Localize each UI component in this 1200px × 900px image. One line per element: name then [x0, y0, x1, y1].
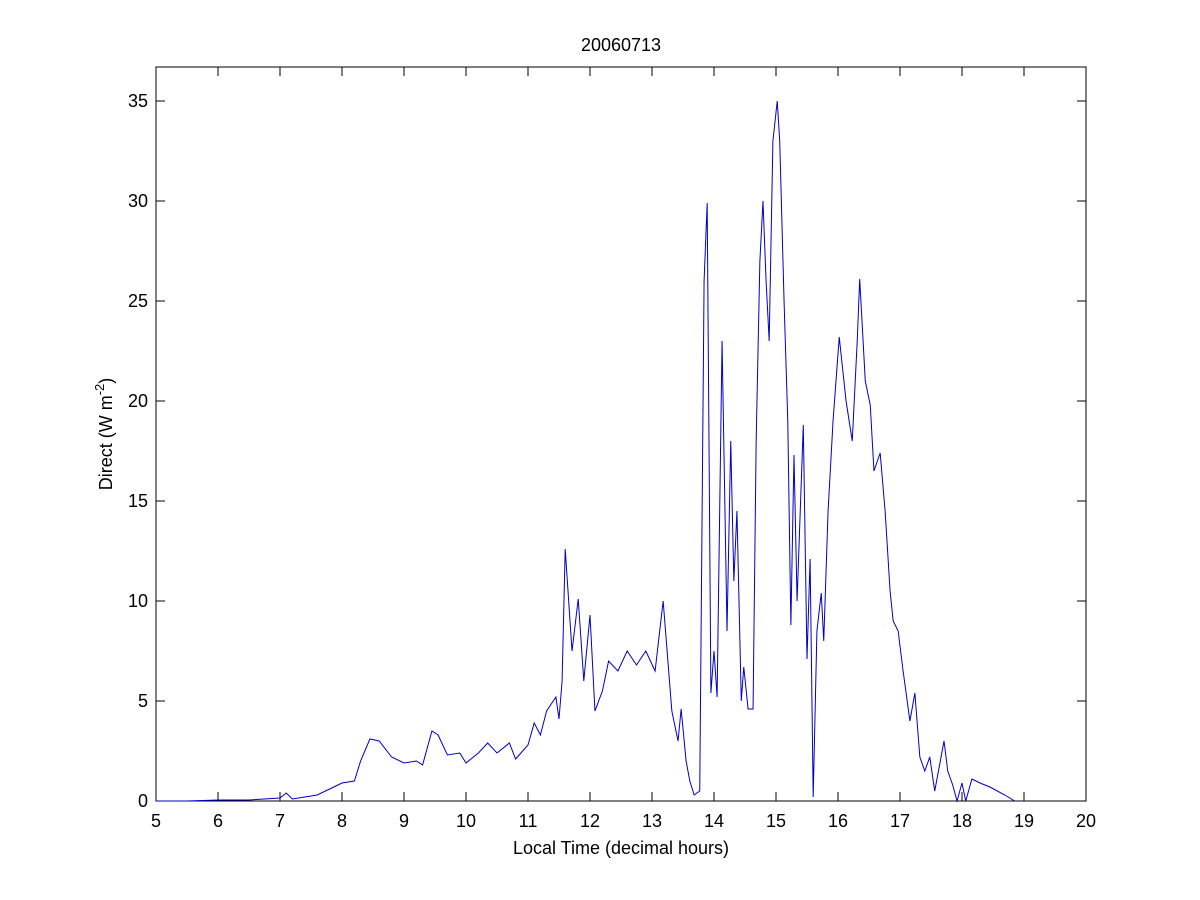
data-line: [156, 100, 1015, 803]
y-tick-label: 20: [128, 391, 148, 411]
x-tick-label: 18: [952, 811, 972, 831]
x-axis-label: Local Time (decimal hours): [513, 838, 729, 858]
x-tick-label: 17: [890, 811, 910, 831]
x-tick-label: 15: [766, 811, 786, 831]
y-tick-label: 25: [128, 291, 148, 311]
x-tick-label: 11: [519, 811, 538, 831]
x-tick-label: 6: [213, 811, 223, 831]
x-tick-label: 8: [337, 811, 347, 831]
y-tick-label: 30: [128, 191, 148, 211]
x-tick-label: 13: [642, 811, 662, 831]
y-tick-label: 5: [138, 691, 148, 711]
y-label-suffix: ): [96, 378, 116, 384]
x-tick-label: 20: [1076, 811, 1096, 831]
x-tick-label: 16: [828, 811, 848, 831]
y-tick-label: 0: [138, 791, 148, 811]
y-tick-label: 35: [128, 91, 148, 111]
y-label-superscript: -2: [92, 384, 107, 396]
chart-title: 20060713: [581, 35, 661, 55]
x-tick-label: 10: [456, 811, 476, 831]
x-tick-label: 12: [580, 811, 600, 831]
x-tick-label: 9: [399, 811, 409, 831]
x-tick-label: 7: [275, 811, 285, 831]
x-tick-label: 19: [1014, 811, 1034, 831]
y-axis-label: Direct (W m-2): [92, 378, 116, 491]
y-tick-label: 15: [128, 491, 148, 511]
x-tick-label: 5: [151, 811, 161, 831]
y-label-text: Direct (W m: [96, 395, 116, 490]
plot-frame: [155, 66, 1087, 802]
y-tick-label: 10: [128, 591, 148, 611]
x-tick-label: 14: [704, 811, 724, 831]
